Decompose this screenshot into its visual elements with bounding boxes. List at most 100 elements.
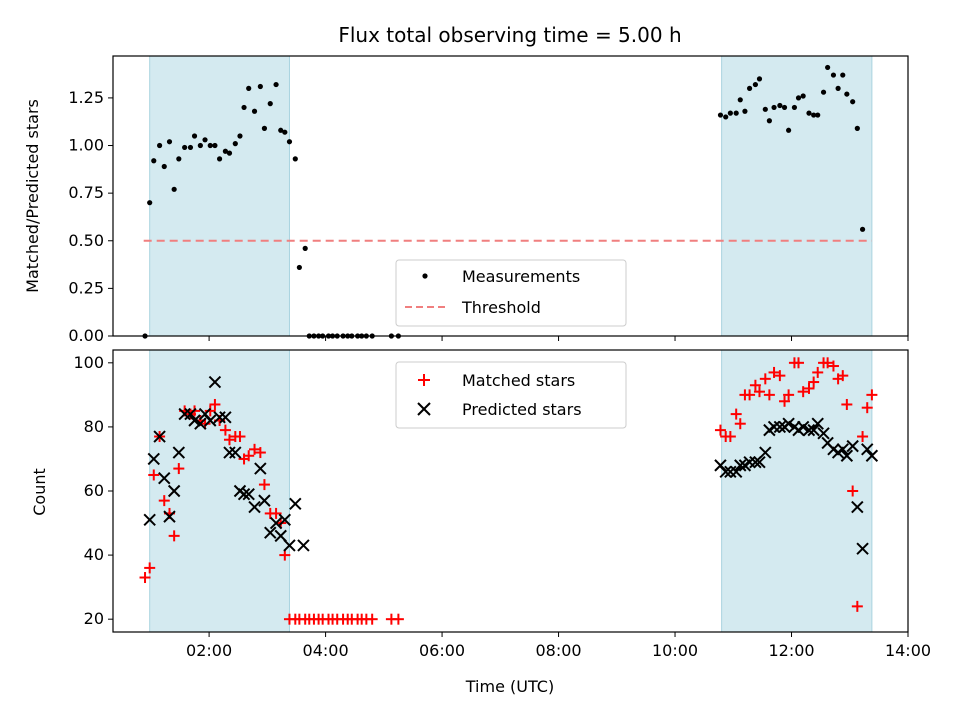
predicted-star-point (807, 423, 820, 437)
predicted-star-point (817, 427, 830, 440)
top-axes-frame (112, 55, 909, 337)
matched-star-point (148, 469, 160, 481)
legend-measurements-label: Measurements (462, 267, 580, 286)
matched-star-point (392, 613, 404, 625)
matched-star-point (768, 366, 780, 378)
matched-star-point (803, 382, 815, 394)
measurement-point (241, 104, 247, 111)
bottom-legend: Matched stars Predicted stars (395, 361, 627, 429)
measurement-point (222, 148, 229, 154)
legend-matched-label: Matched stars (462, 371, 575, 390)
shaded-span-1 (149, 55, 290, 337)
bottom-x-ticks: 02:00 04:00 06:00 08:00 10:00 12:00 14:00 (186, 632, 931, 660)
predicted-star-point (269, 516, 283, 530)
predicted-star-point (167, 484, 181, 498)
measurement-point (212, 142, 218, 149)
matched-star-point (847, 485, 859, 497)
matched-star-point (808, 376, 820, 388)
matched-star-point (158, 495, 170, 507)
matched-star-point (730, 408, 742, 420)
x-tick-label: 12:00 (768, 641, 814, 660)
legend-predicted-label: Predicted stars (462, 400, 582, 419)
predicted-star-point (242, 487, 255, 501)
measurement-point (830, 72, 837, 78)
predicted-star-point (856, 542, 869, 555)
measurement-point (278, 127, 284, 133)
predicted-star-point (729, 465, 743, 478)
measurement-point (746, 85, 753, 91)
measurement-point (187, 144, 194, 151)
predicted-star-point (796, 420, 810, 434)
measurement-point (202, 137, 208, 143)
measurement-point (197, 142, 203, 149)
measurement-point (251, 108, 258, 114)
legend-threshold-label: Threshold (461, 298, 541, 317)
x-axis-label: Time (UTC) (465, 677, 554, 696)
measurement-point (216, 156, 223, 162)
matched-star-point (168, 530, 180, 542)
y-tick-label: 0.50 (68, 231, 104, 250)
measurement-point (811, 112, 817, 118)
y-tick-label: 80 (84, 417, 104, 436)
predicted-star-point (840, 449, 854, 462)
top-shaded-spans (149, 55, 873, 337)
bottom-y-ticks: 20 40 60 80 100 (73, 353, 113, 628)
measurement-point (737, 97, 743, 103)
y-tick-label: 40 (84, 545, 104, 564)
bottom-shaded-spans (149, 349, 873, 633)
measurement-point (733, 110, 739, 116)
top-panel: 0.00 0.25 0.50 0.75 1.00 1.25 Matched/Predict… (23, 55, 909, 345)
measurement-point (723, 114, 729, 120)
measurement-point (286, 139, 293, 145)
measurement-point (182, 144, 188, 151)
measurement-point (156, 142, 163, 149)
matched-star-point (759, 373, 771, 385)
predicted-star-point (724, 465, 737, 478)
matched-star-point (763, 389, 775, 401)
measurement-point (781, 104, 788, 111)
matched-star-point (744, 389, 756, 401)
shaded-span-2 (721, 349, 873, 633)
measurement-point (752, 81, 759, 88)
matched-star-point (243, 450, 255, 462)
measurement-point (207, 142, 213, 149)
y-tick-label: 1.00 (68, 136, 104, 155)
x-tick-label: 02:00 (186, 641, 232, 660)
matched-star-point (254, 447, 266, 459)
predicted-star-point (194, 417, 207, 430)
measurement-point (806, 110, 812, 116)
matched-star-point (714, 424, 726, 436)
measurement-point (825, 64, 831, 71)
matched-star-point (144, 562, 156, 574)
legend-matched-marker (418, 374, 430, 386)
predicted-stars-points (143, 375, 879, 555)
measurement-point (777, 102, 783, 109)
predicted-star-point (865, 449, 879, 462)
predicted-star-point (147, 452, 160, 466)
top-y-ticks: 0.00 0.25 0.50 0.75 1.00 1.25 (68, 88, 113, 345)
matched-star-point (204, 405, 216, 417)
matched-star-point (724, 431, 736, 443)
predicted-star-point (773, 420, 787, 434)
measurement-point (267, 101, 273, 107)
measurement-point (151, 158, 157, 164)
measurement-point (771, 104, 777, 111)
y-tick-label: 100 (73, 353, 104, 372)
predicted-star-point (297, 539, 310, 552)
predicted-star-point (753, 455, 766, 469)
measurement-point (166, 139, 173, 145)
predicted-star-point (767, 420, 781, 434)
matched-star-point (861, 402, 873, 414)
predicted-star-point (223, 446, 236, 459)
y-tick-label: 1.25 (68, 88, 104, 107)
matched-star-point (749, 379, 761, 391)
matched-star-point (779, 395, 791, 407)
predicted-star-point (153, 430, 166, 443)
predicted-star-point (248, 500, 261, 514)
matched-star-point (812, 366, 824, 378)
x-tick-label: 04:00 (303, 641, 349, 660)
measurement-point (257, 83, 263, 90)
measurement-point (840, 72, 846, 78)
bottom-legend-box (395, 361, 627, 429)
predicted-star-point (163, 510, 176, 523)
